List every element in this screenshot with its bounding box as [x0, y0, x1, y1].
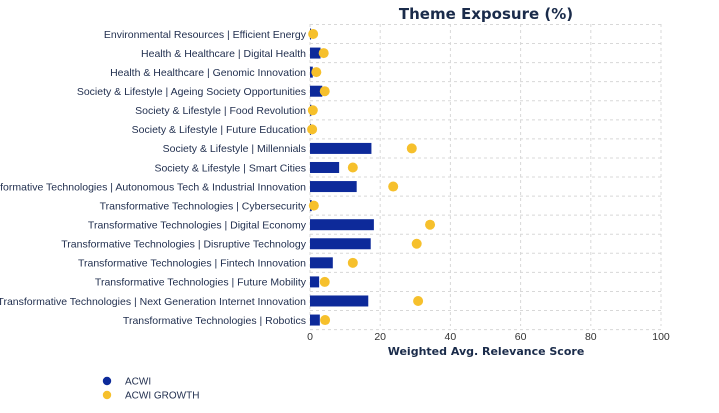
category-label: Transformative Technologies | Digital Ec…: [88, 220, 307, 232]
bar-acwi: [310, 257, 333, 269]
dot-acwi-growth: [320, 315, 331, 326]
category-label: Health & Healthcare | Digital Health: [141, 48, 306, 60]
legend-marker: [102, 390, 112, 400]
category-label: Transformative Technologies | Future Mob…: [95, 277, 307, 289]
bar-acwi: [310, 295, 369, 307]
category-label: Society & Lifestyle | Ageing Society Opp…: [77, 86, 306, 98]
x-tick-label: 60: [515, 331, 527, 343]
dot-acwi-growth: [319, 86, 330, 97]
dot-acwi-growth: [347, 162, 358, 173]
dot-acwi-growth: [318, 48, 329, 59]
dot-acwi-growth: [388, 181, 399, 192]
bar-acwi: [310, 47, 321, 59]
chart-title: Theme Exposure (%): [399, 5, 573, 23]
legend: ACWI ACWI GROWTH: [102, 376, 199, 402]
dots-layer: [307, 29, 436, 326]
x-tick-label: 80: [585, 331, 597, 343]
grid-layer: [309, 23, 662, 331]
dot-acwi-growth: [319, 276, 330, 287]
x-tick-label: 40: [445, 331, 457, 343]
category-label: Environmental Resources | Efficient Ener…: [104, 29, 307, 41]
category-labels: Environmental Resources | Efficient Ener…: [0, 29, 307, 327]
x-axis-title: Weighted Avg. Relevance Score: [388, 345, 585, 358]
category-label: Health & Healthcare | Genomic Innovation: [110, 67, 306, 79]
category-label: Society & Lifestyle | Food Revolution: [135, 105, 306, 117]
category-label: Society & Lifestyle | Future Education: [132, 124, 306, 136]
legend-label: ACWI GROWTH: [125, 391, 199, 402]
bar-acwi: [310, 181, 357, 193]
bar-acwi: [310, 238, 371, 250]
category-label: Transformative Technologies | Robotics: [123, 315, 306, 327]
dot-acwi-growth: [307, 124, 318, 135]
category-label: Transformative Technologies | Fintech In…: [78, 258, 306, 270]
dot-acwi-growth: [308, 29, 319, 39]
category-label: Transformative Technologies | Disruptive…: [61, 239, 306, 251]
legend-marker: [102, 376, 112, 386]
x-tick-label: 100: [652, 331, 670, 343]
category-label: Transformative Technologies | Autonomous…: [0, 181, 306, 193]
dot-acwi-growth: [425, 219, 436, 230]
bar-acwi: [310, 161, 340, 173]
bar-acwi: [310, 276, 320, 288]
dot-acwi-growth: [413, 295, 424, 306]
category-label: Society & Lifestyle | Smart Cities: [154, 162, 306, 174]
category-label: Transformative Technologies | Cybersecur…: [100, 200, 307, 212]
legend-label: ACWI: [125, 377, 151, 388]
dot-acwi-growth: [406, 143, 417, 154]
bar-acwi: [310, 142, 372, 154]
category-label: Transformative Technologies | Next Gener…: [0, 296, 306, 308]
category-label: Society & Lifestyle | Millennials: [163, 143, 306, 155]
dot-acwi-growth: [347, 257, 358, 268]
x-tick-label: 20: [374, 331, 386, 343]
bar-acwi: [310, 219, 374, 231]
x-tick-label: 0: [307, 331, 313, 343]
x-tick-labels: 0 20 40 60 80 100: [307, 331, 670, 343]
dot-acwi-growth: [311, 67, 322, 78]
dot-acwi-growth: [411, 238, 422, 249]
dot-acwi-growth: [308, 200, 319, 211]
bar-acwi: [310, 85, 323, 97]
bar-acwi: [310, 314, 320, 326]
dot-acwi-growth: [307, 105, 318, 116]
